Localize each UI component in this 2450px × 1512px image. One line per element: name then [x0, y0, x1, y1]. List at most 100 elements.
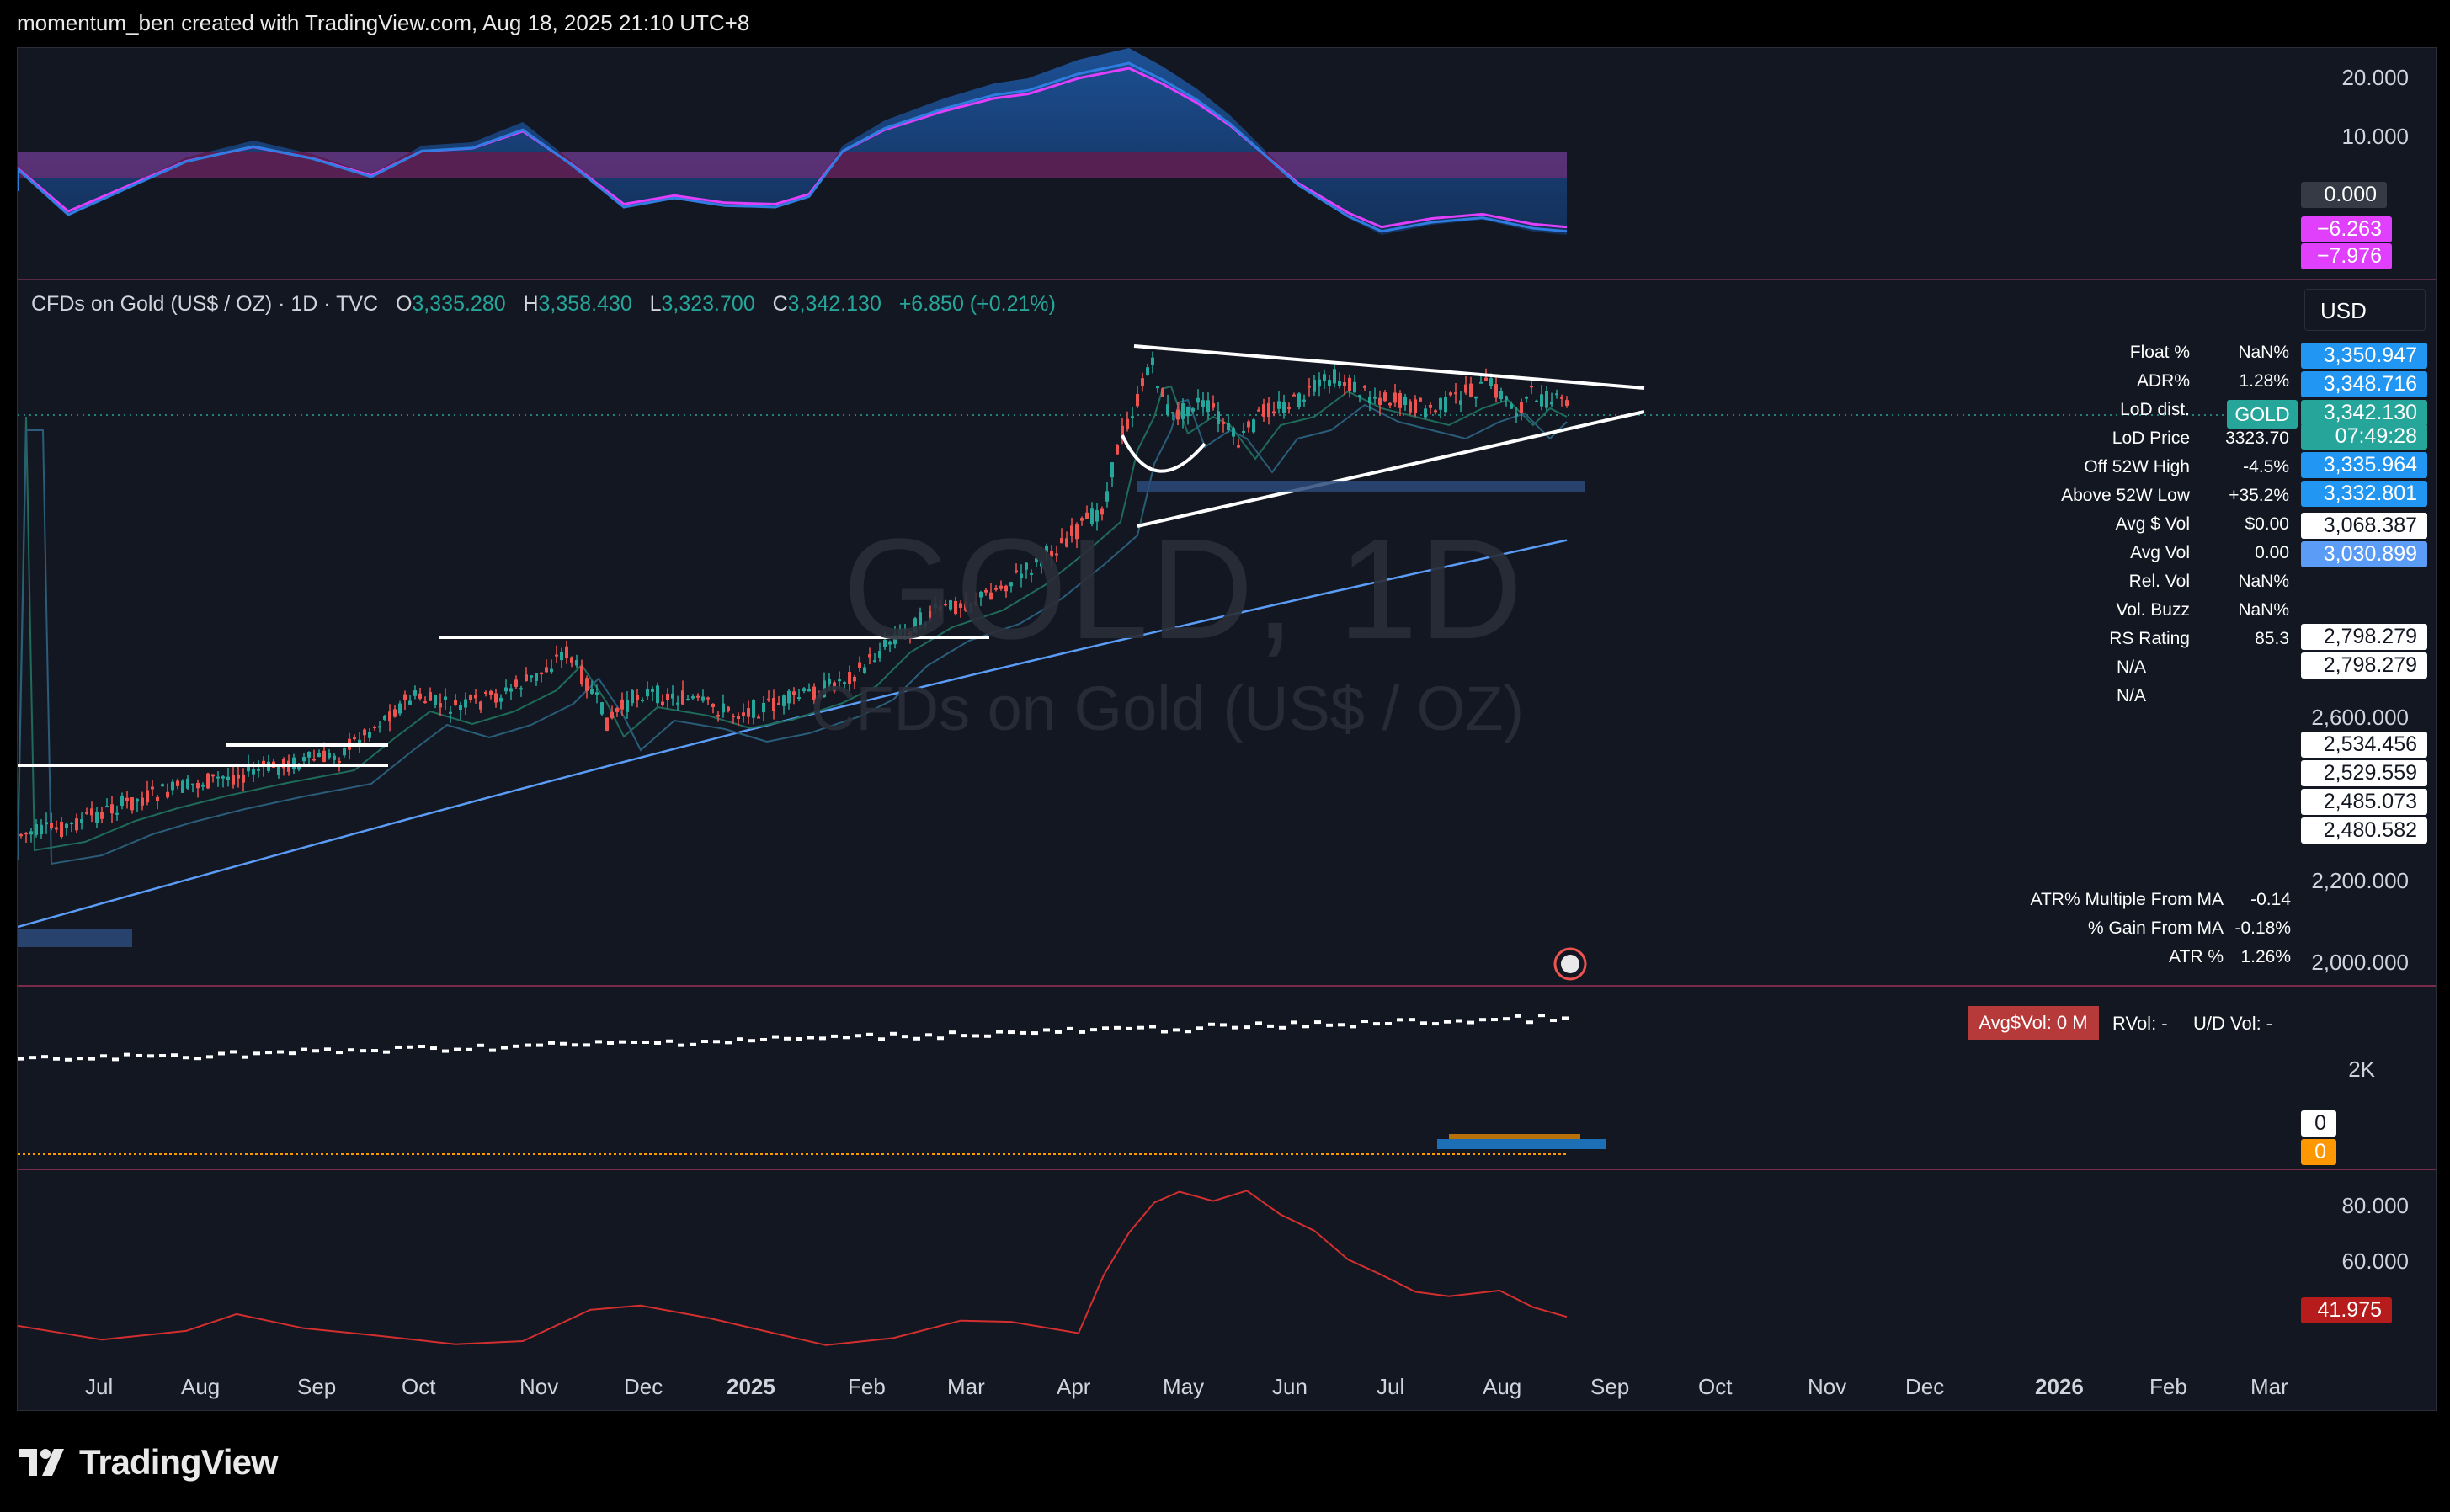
pane-separator-rs[interactable] — [18, 1169, 2436, 1170]
candle-body — [1429, 404, 1432, 408]
volume-dash — [112, 1057, 119, 1062]
candle-body — [696, 695, 700, 698]
candle-body — [631, 690, 634, 704]
candle-body — [24, 833, 28, 835]
candle-body — [1535, 400, 1538, 402]
candle-body — [924, 622, 927, 627]
time-axis-label: Nov — [519, 1374, 559, 1399]
volume-dash — [1114, 1025, 1121, 1030]
candle-body — [1277, 401, 1281, 409]
close-value: 3,342.130 — [787, 292, 881, 316]
candle-body — [75, 818, 78, 831]
candle-body — [838, 679, 841, 682]
candle-body — [358, 739, 361, 746]
ohlc-legend[interactable]: CFDs on Gold (US$ / OZ) · 1D · TVC O3,33… — [31, 292, 1056, 317]
volume-dash — [1255, 1021, 1262, 1025]
volume-dash — [631, 1040, 637, 1044]
candle-body — [1333, 369, 1336, 384]
stat-value: -0.14 — [2250, 890, 2291, 909]
candle-body — [1469, 383, 1473, 397]
candle-body — [1065, 538, 1068, 547]
candle-body — [1444, 397, 1447, 413]
volume-dash — [395, 1045, 402, 1049]
us-flag-icon — [1553, 947, 1587, 981]
candle-body — [1388, 402, 1392, 406]
candle-body — [277, 766, 280, 775]
volume-dash — [595, 1040, 602, 1044]
price-tag: 2,529.559 — [2301, 760, 2427, 786]
candle-body — [338, 760, 341, 763]
volume-marker — [1437, 1139, 1606, 1149]
candle-body — [80, 819, 83, 823]
candle-body — [600, 702, 604, 715]
candle-body — [969, 603, 972, 605]
time-axis-label: Oct — [402, 1374, 436, 1399]
candle-body — [742, 712, 745, 716]
volume-dash — [159, 1054, 166, 1058]
candle-body — [1353, 381, 1356, 393]
stat-label: ATR% Multiple From MA — [2030, 890, 2224, 909]
stat-value: 3323.70 — [2225, 429, 2289, 448]
candle-body — [853, 676, 856, 682]
triangle-lower-line — [1137, 410, 1645, 528]
currency-button[interactable]: USD — [2304, 289, 2426, 331]
candle-body — [257, 769, 260, 771]
volume-dash — [1503, 1017, 1510, 1021]
volume-dash — [407, 1045, 413, 1049]
volume-dash — [371, 1049, 378, 1053]
candle-body — [1378, 397, 1382, 406]
candle-body — [1070, 525, 1073, 536]
candle-body — [883, 640, 887, 647]
candle-body — [252, 769, 255, 775]
price-tag: 3,350.947 — [2301, 343, 2427, 369]
volume-dash — [1350, 1025, 1356, 1029]
candle-body — [242, 774, 245, 783]
candle-body — [1459, 400, 1462, 405]
candle-body — [1161, 388, 1164, 397]
volume-dash — [194, 1057, 201, 1061]
symbol-description[interactable]: CFDs on Gold (US$ / OZ) · 1D · TVC — [31, 292, 379, 316]
candle-body — [1439, 397, 1442, 410]
price-tag: 3,335.964 — [2301, 452, 2427, 478]
volume-dash — [183, 1056, 189, 1060]
volume-dash — [996, 1030, 1003, 1034]
candle-body — [1025, 562, 1028, 570]
volume-dash — [725, 1041, 732, 1045]
candle-body — [565, 646, 568, 658]
time-axis-label: Sep — [297, 1374, 337, 1399]
volume-dash — [961, 1034, 967, 1038]
chart-canvas[interactable] — [18, 48, 2436, 1410]
candle-body — [1479, 381, 1483, 384]
pane-separator-volume[interactable] — [18, 985, 2436, 987]
stat-label: ATR % — [2169, 947, 2224, 966]
candle-body — [1080, 518, 1084, 521]
candle-body — [50, 822, 53, 829]
candle-body — [666, 693, 669, 700]
volume-dash — [984, 1034, 991, 1038]
pane-separator-top[interactable] — [18, 279, 2436, 280]
oscillator-zero-band — [18, 152, 1567, 178]
candle-body — [429, 692, 432, 701]
candle-body — [1449, 392, 1452, 396]
candle-body — [1055, 553, 1058, 556]
tradingview-logo[interactable]: TradingView — [19, 1441, 279, 1483]
candle-body — [398, 703, 402, 714]
stat-label: Avg $ Vol — [2115, 514, 2190, 534]
chart-area[interactable]: GOLD, 1D CFDs on Gold (US$ / OZ) CFDs on… — [17, 47, 2437, 1411]
candle-body — [722, 703, 725, 713]
stat-value: NaN% — [2238, 572, 2289, 591]
volume-dash — [1232, 1025, 1238, 1030]
volume-dash — [1326, 1023, 1333, 1027]
volume-dash — [88, 1057, 95, 1061]
candle-body — [408, 700, 412, 705]
candle-body — [737, 716, 740, 719]
time-axis-label: Apr — [1057, 1374, 1091, 1399]
candle-body — [1015, 570, 1018, 573]
candle-body — [1191, 408, 1195, 412]
volume-dash — [513, 1044, 519, 1048]
candle-body — [307, 751, 311, 758]
candle-body — [383, 715, 386, 720]
candle-body — [585, 678, 589, 691]
candle-body — [1424, 408, 1427, 418]
